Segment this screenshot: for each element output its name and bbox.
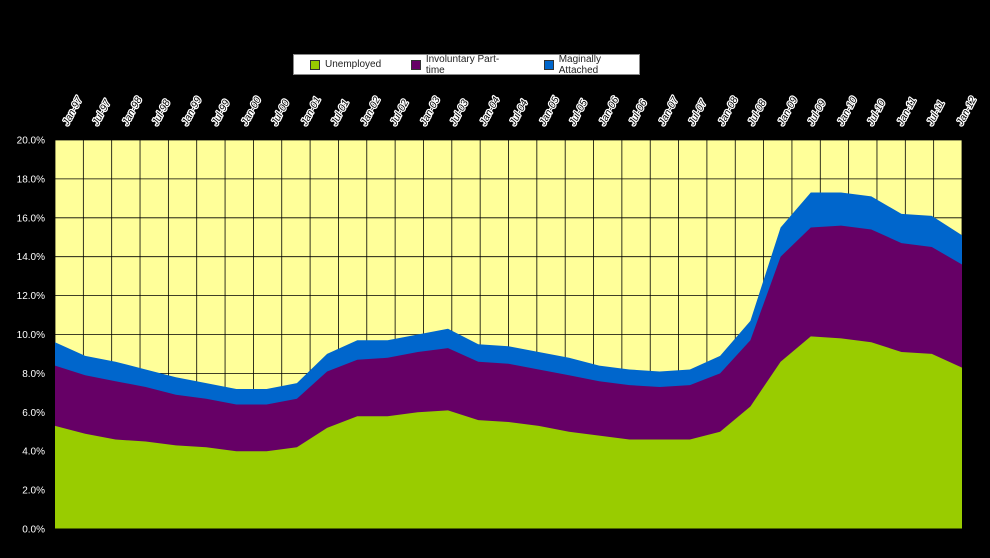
x-tick-label: Jan-02 [358, 95, 383, 128]
x-tick-label: Jul-07 [686, 98, 709, 128]
x-tick-label: Jan-10 [835, 95, 860, 128]
x-tick-label: Jan-05 [537, 95, 562, 128]
y-axis-ticks: 0.0% 2.0% 4.0% 6.0% 8.0% 10.0% 12.0% 14.0% 16.0%… [17, 136, 45, 536]
y-tick-label: 18.0% [17, 174, 45, 185]
x-tick-label: Jul-99 [209, 98, 232, 128]
x-tick-label: Jan-97 [60, 95, 85, 128]
y-tick-label: 10.0% [17, 330, 45, 341]
x-tick-label: Jan-01 [299, 95, 324, 128]
x-tick-label: Jul-05 [567, 98, 590, 128]
x-tick-label: Jan-09 [776, 95, 801, 128]
x-tick-label: Jul-09 [805, 98, 828, 128]
legend-label-unemployed: Unemployed [325, 59, 382, 70]
x-tick-label: Jul-01 [329, 98, 352, 128]
x-tick-label: Jul-06 [627, 98, 650, 128]
x-tick-label: Jan-08 [716, 95, 741, 128]
x-tick-label: Jan-12 [954, 95, 979, 128]
y-tick-label: 8.0% [22, 369, 45, 380]
y-tick-label: 14.0% [17, 252, 45, 263]
legend-swatch-marginally-attached [544, 59, 554, 70]
chart-legend: Unemployed Involuntary Part-time Maginal… [293, 54, 640, 76]
x-tick-label: Jan-11 [895, 96, 919, 128]
x-tick-label: Jul-00 [269, 98, 292, 128]
y-tick-label: 6.0% [22, 408, 45, 419]
x-tick-label: Jul-10 [865, 98, 888, 128]
x-tick-label: Jan-00 [239, 95, 264, 128]
legend-item-marginally-attached: Maginally Attached [544, 54, 639, 76]
x-tick-label: Jan-98 [120, 95, 145, 128]
x-tick-label: Jul-98 [150, 98, 173, 128]
legend-item-involuntary-part-time: Involuntary Part-time [411, 54, 514, 76]
x-tick-label: Jan-06 [597, 95, 622, 128]
y-tick-label: 2.0% [22, 486, 45, 497]
legend-swatch-involuntary-part-time [411, 59, 421, 70]
x-tick-label: Jan-99 [180, 95, 205, 128]
legend-swatch-unemployed [310, 59, 320, 70]
legend-label-involuntary-part-time: Involuntary Part-time [425, 53, 500, 76]
x-axis-ticks: Jan-97 Jul-97 Jan-98 Jul-98 Jan-99 Jul-99 Jan-… [59, 94, 980, 130]
area-unemployed [55, 336, 962, 529]
y-tick-label: 20.0% [17, 136, 45, 147]
stacked-areas [55, 192, 962, 529]
x-tick-label: Jul-02 [388, 98, 411, 128]
x-tick-label: Jul-03 [448, 98, 471, 128]
y-tick-label: 0.0% [22, 525, 45, 536]
x-tick-label: Jan-04 [478, 95, 503, 128]
y-tick-label: 4.0% [22, 447, 45, 458]
legend-label-marginally-attached: Maginally Attached [558, 53, 601, 76]
x-tick-label: Jul-11 [925, 99, 948, 128]
y-tick-label: 12.0% [17, 291, 45, 302]
x-tick-label: Jul-08 [746, 98, 769, 128]
x-tick-label: Jul-97 [90, 98, 113, 128]
x-tick-label: Jan-03 [418, 95, 443, 128]
y-tick-label: 16.0% [17, 213, 45, 224]
x-tick-label: Jan-07 [656, 95, 681, 128]
x-tick-label: Jul-04 [507, 98, 530, 128]
legend-item-unemployed: Unemployed [310, 59, 381, 70]
